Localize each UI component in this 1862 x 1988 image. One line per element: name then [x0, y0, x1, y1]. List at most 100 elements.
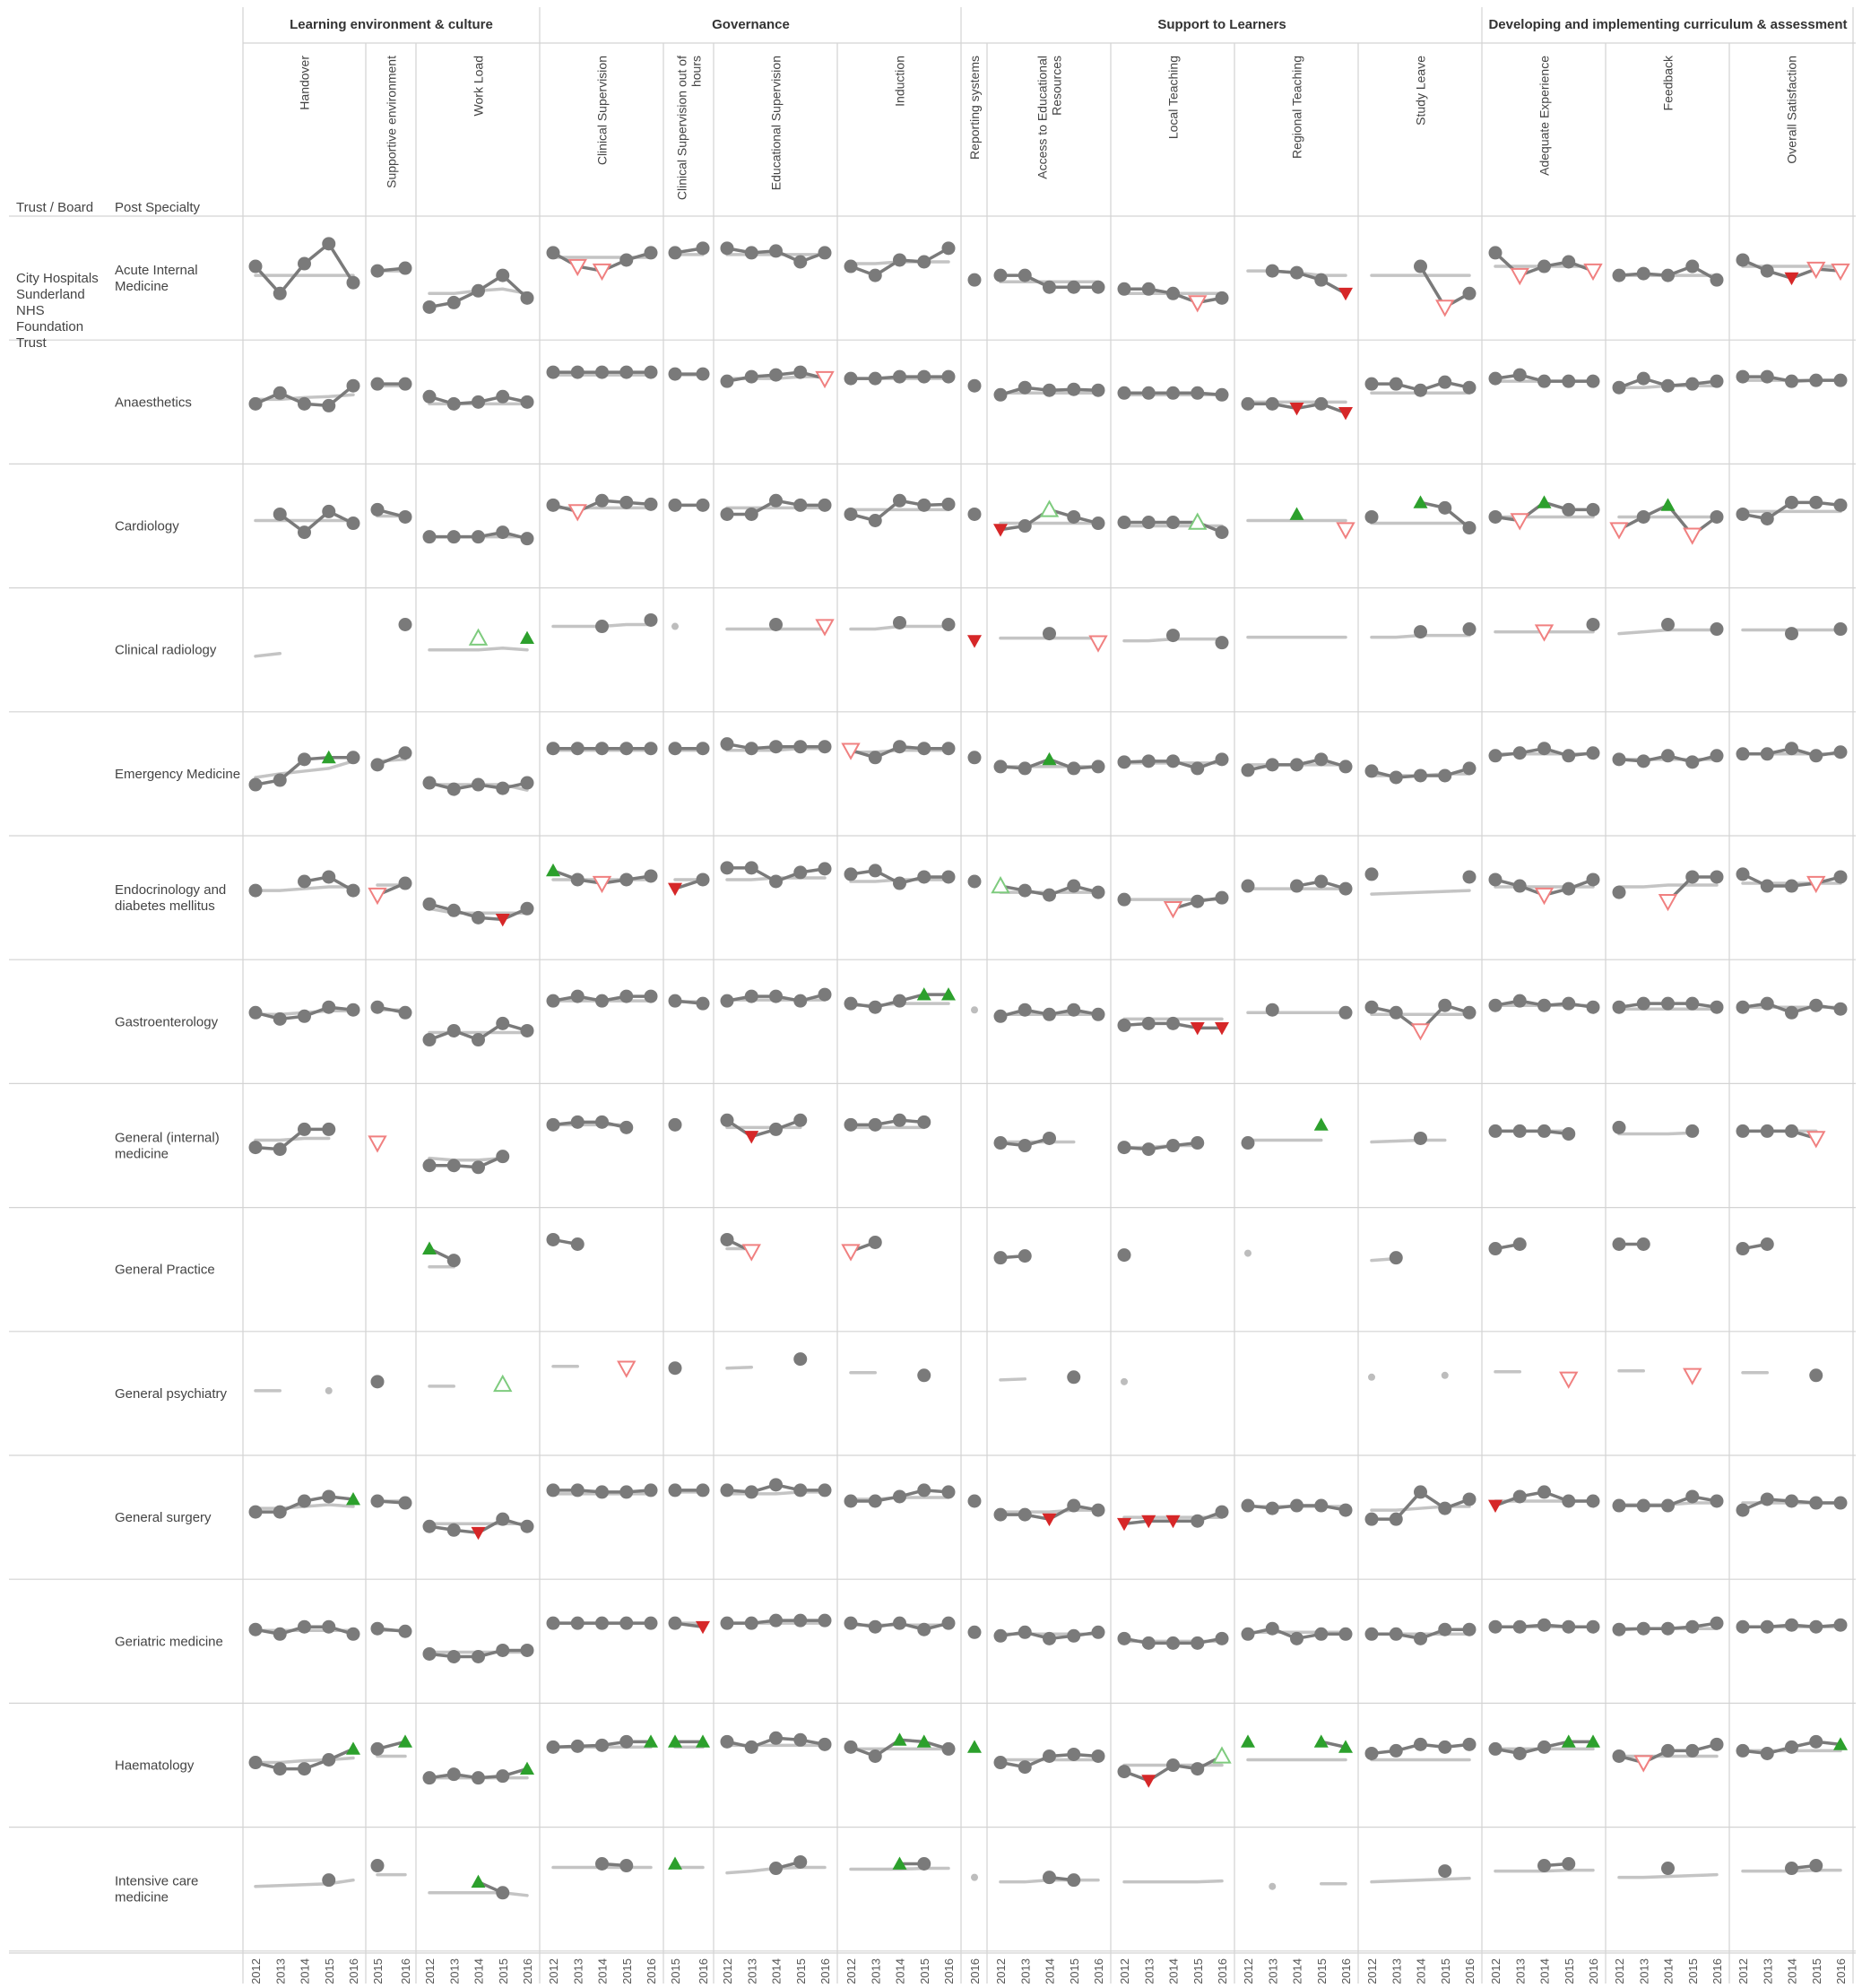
cell-haematology-induction-point-2015 [916, 1734, 931, 1748]
row-label-general-surgery: General surgery [115, 1510, 212, 1525]
cell-geriatric-medicine-handover-point-2014 [298, 1619, 311, 1634]
cell-clinical-radiology-overall-satisfaction-point-2014 [1785, 627, 1798, 641]
cell-intensive-care-medicine-clinical-supervision-point-2014 [595, 1857, 609, 1871]
year-tick-adequate-experience-2012: 2012 [1489, 1958, 1503, 1984]
cell-cardiology-work-load-point-2013 [446, 530, 461, 544]
cell-acute-internal-medicine-clinical-supervision-point-2015 [619, 253, 634, 267]
cell-general-internal-medicine-adequate-experience-point-2014 [1537, 1124, 1551, 1138]
cell-general-surgery-overall-satisfaction-point-2014 [1785, 1494, 1798, 1508]
cell-cardiology-induction-point-2015 [917, 498, 931, 512]
cell-anaesthetics-study-leave-point-2016 [1462, 380, 1477, 395]
cell-emergency-medicine-work-load-point-2016 [520, 776, 534, 790]
cell-geriatric-medicine-overall-satisfaction-point-2014 [1785, 1618, 1798, 1632]
cell-gastroenterology-study-leave-point-2013 [1389, 1005, 1403, 1020]
cell-endocrinology-and-diabetes-mellitus-local-teaching-point-2012 [1117, 892, 1131, 907]
trust-column-header: Trust / Board [16, 200, 93, 215]
cell-gastroenterology-clinical-supervision-point-2015 [619, 989, 634, 1003]
cell-general-internal-medicine-access-to-educational-resources-point-2013 [1018, 1139, 1032, 1153]
cell-anaesthetics-clinical-supervision-point-2016 [644, 365, 658, 379]
cell-clinical-radiology-adequate-experience-point-2016 [1586, 618, 1600, 632]
cell-general-internal-medicine-local-teaching-point-2013 [1141, 1142, 1156, 1157]
cell-haematology-handover-point-2016 [346, 1741, 360, 1755]
column-headers: Trust / Board Post Specialty Learning en… [16, 17, 1848, 215]
cell-gastroenterology-adequate-experience-point-2013 [1512, 994, 1527, 1008]
cell-geriatric-medicine-adequate-experience-point-2016 [1586, 1619, 1600, 1634]
row-label-haematology: Haematology [115, 1758, 195, 1774]
cell-endocrinology-and-diabetes-mellitus-induction-point-2015 [917, 870, 931, 884]
cell-gastroenterology-supportive-environment-point-2016 [398, 1005, 412, 1020]
cell-intensive-care-medicine-overall-satisfaction-point-2014 [1785, 1862, 1798, 1876]
cell-clinical-radiology-feedback-point-2014 [1661, 618, 1675, 632]
cell-haematology-local-teaching-point-2015 [1191, 1762, 1205, 1776]
cell-emergency-medicine-access-to-educational-resources-point-2013 [1018, 761, 1032, 776]
cell-emergency-medicine-supportive-environment-point-2015 [370, 758, 385, 772]
cell-anaesthetics-overall-satisfaction-point-2012 [1736, 369, 1750, 384]
cell-endocrinology-and-diabetes-mellitus-clinical-supervision-point-2013 [570, 872, 585, 887]
cell-cardiology-induction-point-2012 [844, 507, 858, 521]
cell-anaesthetics-educational-supervision-point-2012 [720, 374, 734, 388]
cell-gastroenterology-overall-satisfaction-point-2014 [1785, 1005, 1798, 1020]
cell-general-surgery-adequate-experience-point-2014 [1537, 1485, 1551, 1499]
cell-endocrinology-and-diabetes-mellitus-feedback-point-2014 [1658, 893, 1678, 912]
cell-haematology-feedback-point-2016 [1710, 1737, 1724, 1751]
row-label-general-practice: General Practice [115, 1263, 215, 1278]
cell-haematology-adequate-experience-point-2012 [1488, 1741, 1503, 1756]
cell-general-psychiatry-supportive-environment-point-2015 [370, 1375, 385, 1389]
cell-gastroenterology-access-to-educational-resources-point-2012 [993, 1009, 1008, 1023]
cell-general-surgery-overall-satisfaction-point-2012 [1736, 1503, 1750, 1517]
cell-acute-internal-medicine-overall-satisfaction-point-2012 [1736, 253, 1750, 267]
cell-general-psychiatry-clinical-supervision-point-2015 [617, 1360, 637, 1378]
cell-cardiology-feedback-point-2013 [1636, 509, 1650, 524]
cell-haematology-educational-supervision-point-2015 [793, 1732, 808, 1747]
cell-geriatric-medicine-access-to-educational-resources-point-2013 [1018, 1625, 1032, 1639]
cell-general-internal-medicine-adequate-experience-point-2012 [1488, 1124, 1503, 1138]
cell-general-surgery-regional-teaching-point-2013 [1265, 1501, 1279, 1515]
cell-geriatric-medicine-access-to-educational-resources-point-2015 [1067, 1628, 1081, 1643]
cell-general-internal-medicine-study-leave-benchmark [1370, 1138, 1447, 1144]
cell-geriatric-medicine-adequate-experience-point-2015 [1562, 1619, 1576, 1634]
cell-endocrinology-and-diabetes-mellitus-work-load-point-2012 [422, 897, 437, 911]
cell-cardiology-feedback-point-2016 [1710, 509, 1724, 524]
year-tick-local-teaching-2013: 2013 [1142, 1958, 1156, 1984]
cell-anaesthetics-handover-point-2012 [248, 396, 263, 411]
cell-endocrinology-and-diabetes-mellitus-work-load-point-2015 [495, 913, 510, 927]
cell-emergency-medicine-overall-satisfaction-point-2015 [1809, 749, 1823, 763]
year-tick-supportive-environment-2015: 2015 [371, 1958, 385, 1984]
cell-general-surgery-regional-teaching-point-2012 [1241, 1498, 1255, 1513]
cell-endocrinology-and-diabetes-mellitus-educational-supervision-point-2013 [744, 861, 758, 875]
cell-geriatric-medicine-supportive-environment-point-2015 [370, 1621, 385, 1636]
year-tick-overall-satisfaction-2016: 2016 [1834, 1958, 1848, 1984]
cell-cardiology-educational-supervision-point-2012 [720, 507, 734, 521]
cell-acute-internal-medicine-local-teaching-point-2013 [1141, 282, 1156, 296]
row-label-anaesthetics: Anaesthetics [115, 395, 192, 410]
cell-anaesthetics-regional-teaching-point-2016 [1338, 407, 1353, 421]
cell-geriatric-medicine-adequate-experience-point-2012 [1488, 1619, 1503, 1634]
cell-anaesthetics-overall-satisfaction-point-2014 [1785, 374, 1798, 388]
cell-clinical-radiology-induction-point-2014 [893, 615, 906, 629]
measure-header-reporting-systems: Reporting systems [967, 56, 982, 160]
cell-geriatric-medicine-feedback-point-2012 [1612, 1622, 1626, 1636]
cell-anaesthetics-induction-point-2013 [868, 371, 882, 386]
cell-endocrinology-and-diabetes-mellitus-clinical-supervision-point-2012 [546, 863, 560, 877]
cell-intensive-care-medicine-adequate-experience-point-2015 [1562, 1857, 1576, 1871]
cell-gastroenterology-study-leave-point-2014 [1410, 1023, 1431, 1041]
cell-haematology-access-to-educational-resources-point-2014 [1043, 1749, 1056, 1763]
cell-gastroenterology-clinical-supervision-point-2012 [546, 994, 560, 1008]
cell-emergency-medicine-work-load-point-2013 [446, 782, 461, 796]
cell-general-psychiatry-educational-supervision-point-2015 [793, 1352, 808, 1367]
year-tick-clinical-supervision-2016: 2016 [645, 1958, 658, 1984]
cell-emergency-medicine-study-leave-point-2014 [1414, 768, 1427, 783]
cell-anaesthetics-work-load-point-2015 [496, 389, 510, 404]
cell-general-internal-medicine-clinical-supervision-point-2014 [595, 1115, 609, 1129]
cell-general-practice-local-teaching-point-2012 [1117, 1248, 1131, 1263]
specialty-column-header: Post Specialty [115, 200, 201, 215]
cell-anaesthetics-feedback-point-2016 [1710, 374, 1724, 388]
cell-acute-internal-medicine-local-teaching-point-2015 [1188, 295, 1208, 313]
row-label-acute-internal-medicine-2: Medicine [115, 279, 169, 294]
cell-cardiology-clinical-supervision-point-2012 [546, 498, 560, 512]
cell-acute-internal-medicine-access-to-educational-resources-point-2015 [1067, 280, 1081, 294]
cell-general-internal-medicine-educational-supervision-point-2014 [769, 1122, 783, 1136]
cell-endocrinology-and-diabetes-mellitus-adequate-experience-point-2014 [1534, 887, 1555, 906]
year-tick-regional-teaching-2012: 2012 [1242, 1958, 1255, 1984]
